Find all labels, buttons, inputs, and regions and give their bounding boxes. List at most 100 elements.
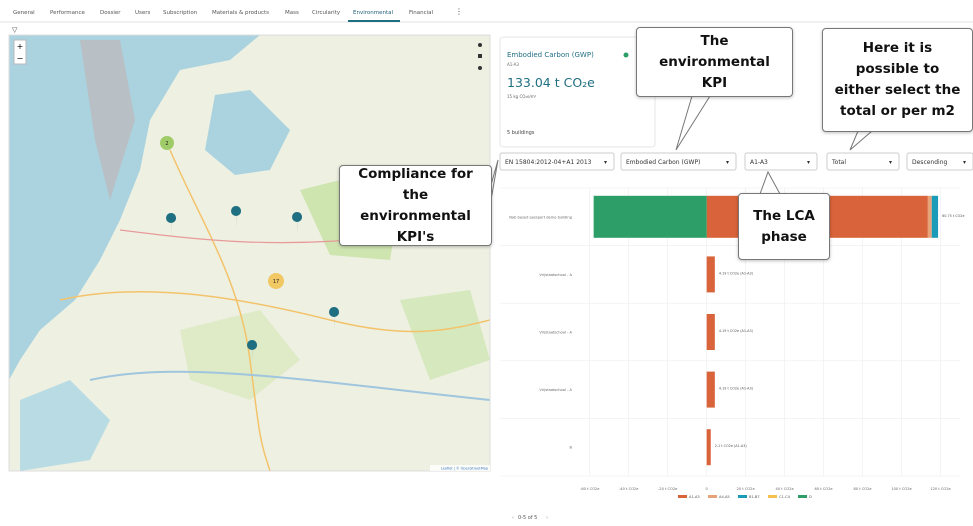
bar-segment	[706, 371, 715, 408]
x-tick-label: 0	[706, 487, 709, 491]
dropdown-caret: ▾	[963, 159, 966, 166]
pagination: 0-5 of 5	[518, 515, 537, 521]
dropdown-value: A1-A3	[750, 159, 768, 166]
pointer	[759, 170, 781, 195]
legend-label: D	[809, 495, 812, 499]
compliance-dot	[623, 52, 629, 58]
prev-page[interactable]: ‹	[512, 515, 514, 521]
x-tick-label: -60 t CO2e	[580, 487, 600, 491]
chart: -60 t CO2e -40 t CO2e -20 t CO2e 0 20 t CO2e…	[500, 187, 965, 499]
tab[interactable]: Financial	[409, 10, 434, 16]
map-tool[interactable]	[478, 66, 482, 70]
zoom-control[interactable]	[13, 39, 27, 65]
dropdown[interactable]	[744, 152, 818, 171]
tab[interactable]: Materials & products	[212, 10, 269, 16]
value-label: 2.1 t CO2e (A1-A3)	[715, 444, 748, 448]
map-pin[interactable]	[292, 212, 303, 235]
map-road	[169, 149, 271, 471]
value-label: 4.19 t CO2e (A1-A3)	[719, 387, 754, 391]
dropdown-value: EN 15804:2012-04+A1 2013	[505, 159, 592, 166]
kpi-card[interactable]: Embodied Carbon (GWP) A1-A3 133.04 t CO₂…	[499, 36, 656, 148]
legend-swatch	[738, 495, 747, 498]
category-label: Vrijstaatschool - A	[539, 331, 572, 335]
dropdown[interactable]	[906, 152, 973, 171]
filter-icon[interactable]: ▽	[12, 26, 18, 34]
callout: The environmental KPI	[636, 27, 793, 97]
kpi-value: 133.04 t CO₂e	[507, 75, 595, 90]
legend-label: A1-A3	[689, 495, 700, 499]
legend-label: A4-A5	[719, 495, 730, 499]
bar-segment	[706, 256, 715, 293]
callout: Compliance for the environmental KPI's	[339, 165, 492, 246]
tab[interactable]: Users	[135, 10, 151, 16]
dropdown[interactable]	[826, 152, 900, 171]
legend-swatch	[768, 495, 777, 498]
dropdown-caret: ▾	[726, 159, 729, 166]
map-pin[interactable]	[231, 206, 242, 229]
tab[interactable]: Mass	[285, 10, 299, 16]
kpi-phase: A1-A3	[507, 62, 519, 67]
callout: The LCA phase	[738, 193, 830, 260]
tab[interactable]: Performance	[50, 10, 85, 16]
zoom-out[interactable]: −	[17, 54, 24, 63]
map[interactable]: + − 2 17 Leaflet | © OpenStreetMap	[8, 34, 491, 472]
x-tick-label: 60 t CO2e	[815, 487, 834, 491]
x-tick-label: 80 t CO2e	[854, 487, 873, 491]
dropdown-value: Descending	[912, 159, 948, 166]
legend-label: C1-C4	[779, 495, 791, 499]
map-sea	[9, 35, 260, 380]
map-delta	[20, 380, 110, 471]
legend-swatch	[678, 495, 687, 498]
zoom-in[interactable]: +	[17, 42, 24, 51]
filters: EN 15804:2012-04+A1 2013 ▾ Embodied Carbon…	[499, 152, 973, 171]
category-label: Vrijstaatschool - A	[539, 273, 572, 277]
map-tool[interactable]	[478, 54, 482, 58]
map-lake	[205, 90, 290, 175]
active-tab-underline	[348, 20, 400, 22]
more-menu[interactable]: ⋮	[455, 7, 463, 16]
tab-bar	[0, 0, 973, 22]
bar-segment	[593, 195, 707, 238]
dropdown-value: Total	[831, 159, 846, 166]
dropdown-caret: ▾	[604, 159, 607, 166]
tab[interactable]: Environmental	[353, 10, 393, 16]
bar-segment	[706, 314, 715, 350]
tab[interactable]: General	[13, 10, 35, 16]
tab[interactable]: Subscription	[163, 10, 198, 16]
map-cluster[interactable]	[268, 273, 284, 289]
category-label: Nob based passport demo building	[509, 215, 572, 219]
map-road	[59, 290, 490, 333]
legend-swatch	[708, 495, 717, 498]
x-tick-label: 40 t CO2e	[776, 487, 795, 491]
map-tool[interactable]	[478, 43, 482, 47]
map-cluster[interactable]	[160, 136, 174, 150]
value-label: 4.19 t CO2e (A1-A3)	[719, 329, 754, 333]
map-pin[interactable]	[247, 340, 258, 363]
kpi-buildings: 5 buildings	[507, 130, 535, 136]
map-pin[interactable]	[329, 307, 340, 330]
map-forest	[400, 290, 490, 380]
dropdown-caret: ▾	[889, 159, 892, 166]
tab[interactable]: Dossier	[100, 10, 121, 16]
kpi-title: Embodied Carbon (GWP)	[507, 51, 594, 59]
next-page[interactable]: ›	[546, 515, 548, 521]
attribution-bg	[430, 465, 490, 471]
cluster-count: 2	[165, 141, 168, 147]
dropdown[interactable]	[620, 152, 737, 171]
x-tick-label: -40 t CO2e	[619, 487, 639, 491]
map-river	[89, 370, 490, 401]
map-pin[interactable]	[166, 213, 177, 236]
bar-segment	[706, 429, 711, 466]
bar-segment	[927, 195, 932, 238]
dropdown[interactable]	[499, 152, 615, 171]
pointer	[849, 130, 873, 151]
callout: Here it is possible to either select the…	[822, 28, 973, 132]
x-tick-label: -20 t CO2e	[658, 487, 678, 491]
tab[interactable]: Circularity	[312, 10, 341, 16]
pointer	[490, 159, 499, 201]
value-label: 60.75 t CO2e	[942, 214, 964, 218]
cluster-count: 17	[273, 279, 279, 285]
map-attribution[interactable]: Leaflet | © OpenStreetMap	[441, 467, 489, 471]
